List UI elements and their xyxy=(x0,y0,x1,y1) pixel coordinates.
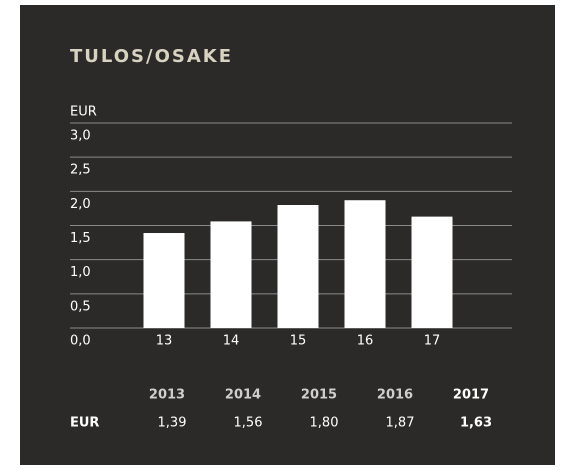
y-tick-label: 2,0 xyxy=(70,197,91,212)
table-header: 2015 xyxy=(301,388,337,403)
y-tick-label: 3,0 xyxy=(70,129,91,144)
table-row-label: EUR xyxy=(70,416,99,431)
chart-title: TULOS/OSAKE xyxy=(70,46,233,67)
x-tick-label: 16 xyxy=(357,334,374,349)
x-tick-label: 13 xyxy=(156,334,173,349)
bar xyxy=(210,221,252,328)
table-value: 1,63 xyxy=(460,416,492,431)
y-tick-label: 0,5 xyxy=(70,299,91,314)
table-value: 1,39 xyxy=(158,416,187,431)
y-tick-label: 2,5 xyxy=(70,163,91,178)
bar xyxy=(143,233,185,328)
table-value: 1,87 xyxy=(386,416,415,431)
table-header: 2016 xyxy=(377,388,413,403)
y-axis-label: EUR xyxy=(70,105,97,120)
bar xyxy=(277,205,319,328)
table-value: 1,80 xyxy=(310,416,339,431)
x-tick-label: 17 xyxy=(424,334,441,349)
y-tick-label: 1,5 xyxy=(70,231,91,246)
y-tick-label: 0,0 xyxy=(70,334,91,349)
x-tick-label: 15 xyxy=(290,334,307,349)
table-value: 1,56 xyxy=(234,416,263,431)
x-tick-label: 14 xyxy=(223,334,240,349)
table-header: 2013 xyxy=(149,388,185,403)
bar xyxy=(411,216,453,328)
table-header: 2014 xyxy=(225,388,261,403)
table-header: 2017 xyxy=(453,388,489,403)
bar xyxy=(344,200,386,328)
y-tick-label: 1,0 xyxy=(70,265,91,280)
